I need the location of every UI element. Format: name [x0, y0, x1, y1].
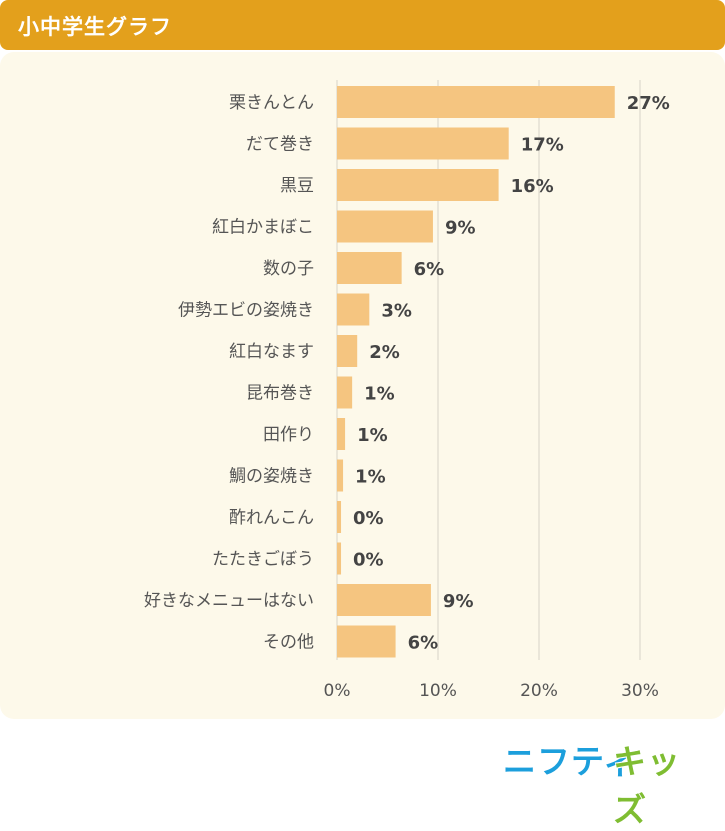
- chart-header: 小中学生グラフ: [0, 0, 725, 50]
- bar: [337, 252, 402, 284]
- value-label: 6%: [414, 259, 445, 280]
- value-label: 27%: [627, 93, 670, 114]
- category-label: 伊勢エビの姿焼き: [178, 301, 314, 321]
- bar: [337, 210, 433, 243]
- bar: [337, 501, 342, 533]
- x-tick-label: 30%: [621, 681, 659, 701]
- value-label: 16%: [511, 176, 554, 197]
- value-label: 1%: [355, 467, 386, 488]
- bar: [337, 459, 344, 492]
- value-label: 6%: [408, 633, 439, 654]
- value-label: 2%: [369, 342, 400, 363]
- bar: [337, 584, 431, 616]
- value-label: 17%: [521, 135, 564, 156]
- bar: [337, 127, 509, 160]
- category-label: 昆布巻き: [246, 384, 314, 404]
- value-label: 1%: [364, 384, 395, 405]
- x-tick-label: 20%: [520, 681, 558, 701]
- category-label: 鯛の姿焼き: [229, 467, 314, 487]
- bar: [337, 335, 358, 367]
- category-label: 数の子: [263, 259, 314, 279]
- category-label: たたきごぼう: [212, 550, 314, 570]
- category-label: 田作り: [263, 425, 314, 445]
- value-label: 0%: [353, 550, 384, 571]
- bar: [337, 625, 396, 658]
- value-label: 9%: [443, 591, 474, 612]
- category-label: 紅白かまぼこ: [212, 218, 314, 238]
- bar: [337, 542, 342, 575]
- category-label: 栗きんとん: [229, 93, 314, 113]
- brand-logo-kids: キッズ: [613, 742, 681, 829]
- brand-logo: ニフティ キッズ: [503, 735, 713, 829]
- bar: [337, 376, 353, 409]
- category-label: その他: [263, 633, 314, 653]
- x-tick-label: 10%: [419, 681, 457, 701]
- page-title: 小中学生グラフ: [18, 15, 172, 39]
- bar: [337, 293, 370, 326]
- value-label: 1%: [357, 425, 388, 446]
- value-label: 3%: [381, 301, 412, 322]
- bar: [337, 418, 346, 450]
- bar-chart: 栗きんとん 27% だて巻き 17% 黒豆 16% 紅白かまぼこ 9% 数の子 6% 伊勢エビの姿焼…: [144, 80, 670, 701]
- value-label: 9%: [445, 218, 476, 239]
- category-label: 黒豆: [280, 176, 314, 196]
- bar: [337, 86, 615, 118]
- category-label: 紅白なます: [229, 342, 314, 362]
- category-label: 酢れんこん: [229, 508, 314, 528]
- category-label: だて巻き: [246, 135, 314, 155]
- x-tick-label: 0%: [324, 681, 351, 701]
- bar: [337, 169, 499, 201]
- category-label: 好きなメニューはない: [144, 591, 314, 611]
- value-label: 0%: [353, 508, 384, 529]
- brand-logo-nifty: ニフティ: [503, 742, 638, 781]
